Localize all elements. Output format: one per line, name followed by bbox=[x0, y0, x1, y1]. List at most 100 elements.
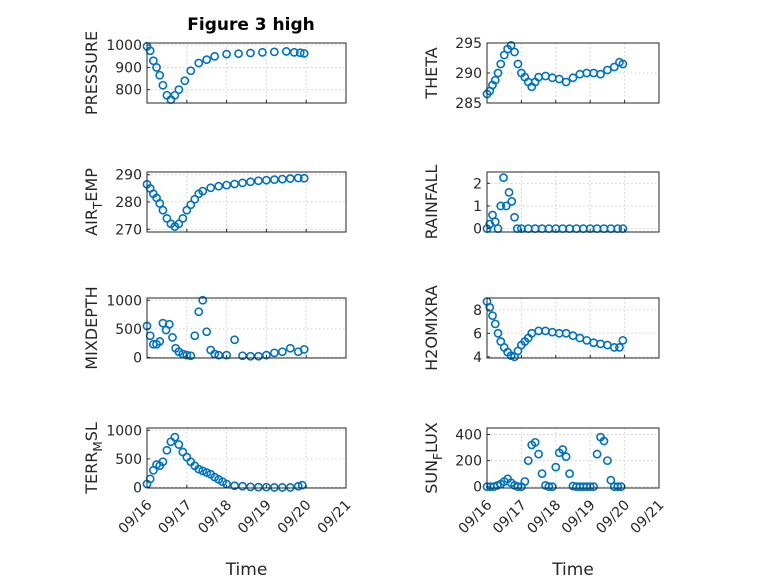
data-point bbox=[496, 59, 506, 69]
data-point bbox=[613, 482, 623, 492]
data-point bbox=[485, 219, 495, 229]
data-point bbox=[158, 80, 168, 90]
data-point bbox=[596, 69, 605, 79]
data-point bbox=[295, 48, 305, 58]
data-point bbox=[258, 47, 267, 57]
data-point bbox=[261, 350, 271, 360]
data-point bbox=[501, 201, 511, 211]
y-tick-label: 290 bbox=[115, 168, 142, 184]
data-point bbox=[530, 437, 540, 447]
data-point bbox=[554, 74, 564, 84]
data-point bbox=[618, 335, 628, 345]
subplot-6: 4 6 8 H2OMIXRA bbox=[422, 285, 660, 371]
data-point bbox=[170, 90, 180, 100]
axes-box bbox=[486, 297, 660, 359]
data-point bbox=[202, 327, 212, 337]
y-axis-label-subscript: F bbox=[431, 453, 445, 460]
axes-box bbox=[146, 427, 347, 489]
data-point bbox=[523, 456, 533, 466]
axes-box bbox=[146, 42, 347, 104]
data-point bbox=[504, 187, 514, 197]
y-tick-label: 295 bbox=[455, 36, 482, 52]
data-point bbox=[299, 173, 309, 183]
data-point bbox=[285, 343, 295, 353]
data-point bbox=[166, 437, 176, 447]
data-point bbox=[238, 481, 247, 491]
data-point bbox=[558, 445, 568, 454]
y-tick-label: 200 bbox=[455, 454, 482, 470]
data-point bbox=[254, 176, 263, 186]
data-point bbox=[299, 345, 309, 354]
subplot-3: 270 280 290 AIRTEMP bbox=[82, 168, 347, 238]
y-tick-label: 1000 bbox=[106, 423, 142, 439]
y-axis-label: MIXDEPTH bbox=[82, 286, 101, 369]
data-point bbox=[180, 76, 190, 86]
x-tick-label: 09/21 bbox=[628, 497, 668, 537]
data-point bbox=[194, 307, 204, 317]
data-point bbox=[269, 175, 279, 185]
data-point bbox=[246, 351, 255, 361]
subplot-1: 800 900 1000 PRESSURE bbox=[82, 31, 347, 115]
data-point bbox=[499, 173, 508, 183]
y-axis-label-main: MIXDEPTH bbox=[82, 286, 101, 369]
data-point bbox=[544, 482, 554, 492]
y-tick-label: 285 bbox=[455, 96, 482, 112]
data-point bbox=[599, 436, 609, 446]
y-axis-label: AIRTEMP bbox=[82, 168, 105, 236]
y-tick-label: 6 bbox=[473, 326, 482, 342]
y-axis-label: TERRMSL bbox=[82, 422, 105, 495]
y-tick-label: 800 bbox=[115, 83, 142, 99]
data-point bbox=[230, 335, 239, 345]
x-tick-label: 09/18 bbox=[195, 497, 235, 537]
data-point bbox=[585, 482, 595, 492]
y-tick-label: 1000 bbox=[106, 38, 142, 54]
y-axis-label-main: PRESSURE bbox=[82, 31, 101, 115]
data-point bbox=[506, 41, 516, 50]
data-point bbox=[609, 62, 619, 72]
data-point bbox=[246, 177, 255, 187]
data-point bbox=[496, 201, 506, 211]
x-tick-label: 09/18 bbox=[524, 497, 564, 537]
figure-title: Figure 3 high bbox=[187, 15, 315, 35]
subplot-5: 0 500 1000 MIXDEPTH bbox=[82, 286, 347, 370]
y-tick-label: 1000 bbox=[106, 293, 142, 309]
data-point bbox=[152, 63, 161, 72]
x-tick-label: 09/20 bbox=[275, 497, 315, 537]
data-point bbox=[186, 66, 196, 76]
data-point bbox=[145, 331, 155, 341]
y-tick-label: 400 bbox=[455, 428, 482, 444]
data-point bbox=[210, 51, 220, 61]
y-tick-label: 4 bbox=[473, 350, 482, 366]
data-point bbox=[155, 198, 165, 208]
data-point bbox=[162, 445, 172, 455]
data-point bbox=[198, 466, 208, 476]
y-tick-label: 0 bbox=[133, 480, 142, 496]
data-point bbox=[222, 180, 231, 190]
x-tick-label: 09/21 bbox=[315, 497, 355, 537]
data-point bbox=[493, 68, 503, 78]
x-tick-label: 09/19 bbox=[235, 497, 275, 537]
y-axis-label-rest: LUX bbox=[422, 422, 441, 453]
data-point bbox=[606, 475, 616, 485]
y-axis-label-rest: EMP bbox=[82, 168, 101, 202]
data-point bbox=[214, 181, 224, 191]
data-point bbox=[277, 347, 287, 357]
data-point bbox=[603, 456, 612, 466]
y-tick-label: 2 bbox=[473, 176, 482, 192]
data-point bbox=[168, 333, 177, 342]
data-point bbox=[238, 178, 247, 188]
y-axis-label: THETA bbox=[422, 47, 441, 99]
y-tick-label: 8 bbox=[473, 303, 482, 319]
data-point bbox=[277, 174, 287, 184]
data-point bbox=[565, 469, 574, 479]
data-point bbox=[534, 449, 543, 459]
y-tick-label: 280 bbox=[115, 195, 142, 211]
data-point bbox=[507, 197, 517, 206]
x-tick-label: 09/16 bbox=[456, 497, 496, 537]
data-point bbox=[551, 462, 561, 472]
data-point bbox=[148, 56, 158, 66]
data-point bbox=[190, 331, 200, 341]
data-point bbox=[285, 483, 295, 492]
